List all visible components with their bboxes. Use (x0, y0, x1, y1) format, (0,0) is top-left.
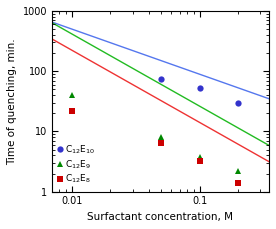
C$_{12}$E$_{9}$ (236, 170, 240, 172)
C$_{12}$E$_{8}$ (198, 160, 201, 163)
C$_{12}$E$_{9}$ (198, 155, 201, 158)
Line: C$_{12}$E$_{10}$: C$_{12}$E$_{10}$ (158, 76, 241, 106)
C$_{12}$E$_{9}$ (159, 136, 163, 139)
Legend: C$_{12}$E$_{10}$, C$_{12}$E$_{9}$, C$_{12}$E$_{8}$: C$_{12}$E$_{10}$, C$_{12}$E$_{9}$, C$_{1… (56, 142, 97, 187)
C$_{12}$E$_{8}$ (236, 181, 240, 184)
C$_{12}$E$_{10}$ (236, 101, 240, 104)
C$_{12}$E$_{10}$ (198, 87, 201, 90)
C$_{12}$E$_{8}$ (70, 109, 73, 112)
X-axis label: Surfactant concentration, M: Surfactant concentration, M (87, 212, 233, 222)
C$_{12}$E$_{10}$ (159, 77, 163, 80)
Line: C$_{12}$E$_{9}$: C$_{12}$E$_{9}$ (68, 92, 241, 174)
Y-axis label: Time of quenching, min.: Time of quenching, min. (7, 38, 17, 165)
C$_{12}$E$_{9}$ (70, 94, 73, 96)
Line: C$_{12}$E$_{8}$: C$_{12}$E$_{8}$ (69, 108, 241, 186)
C$_{12}$E$_{8}$ (159, 141, 163, 144)
